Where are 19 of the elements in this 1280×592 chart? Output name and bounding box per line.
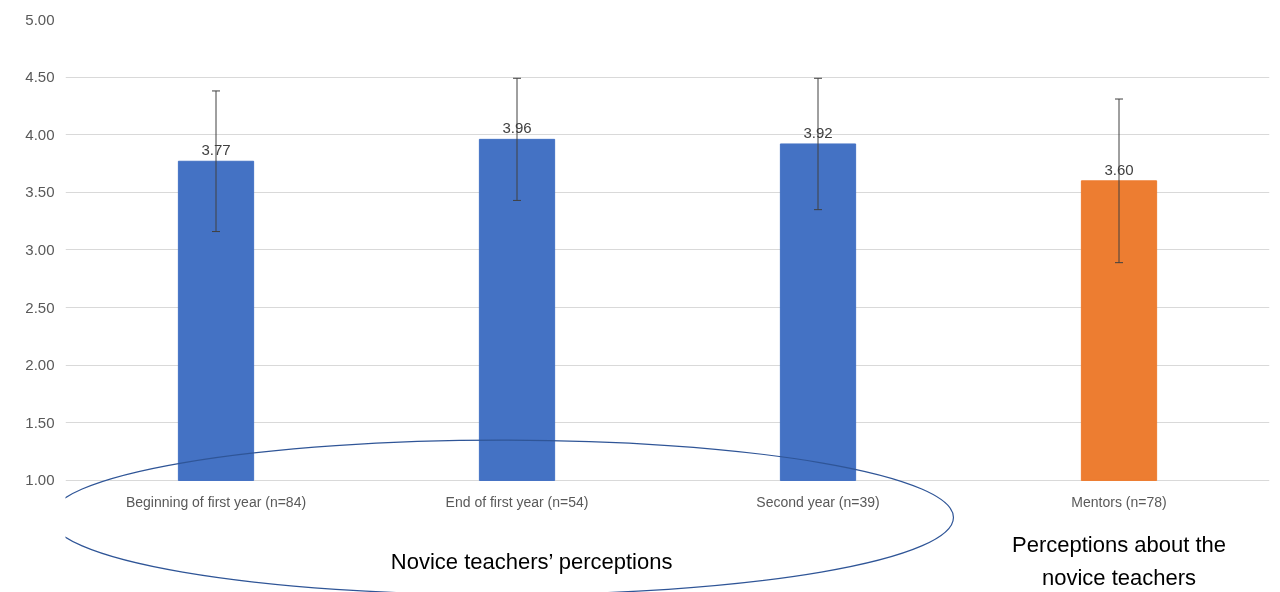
y-tick-label: 1.50 [25,413,55,431]
data-label: 3.96 [502,119,532,137]
y-tick-label: 4.50 [25,68,55,86]
x-tick-label: Mentors (n=78) [1071,494,1167,511]
x-tick-label: End of first year (n=54) [445,494,589,511]
y-tick-label: 3.00 [25,240,55,258]
data-label: 3.60 [1104,160,1134,178]
y-tick-label: 1.00 [25,471,55,489]
x-tick-label: Second year (n=39) [756,494,880,511]
y-tick-label: 5.00 [25,10,55,28]
y-tick-label: 4.00 [25,125,55,143]
data-label: 3.77 [201,141,231,159]
y-tick-label: 3.50 [25,183,55,201]
text: Novice teachers’ perceptions [390,548,673,574]
x-tick-label: Beginning of first year (n=84) [125,494,307,511]
text: Perceptions about the novice teachers [1011,532,1227,590]
y-tick-label: 2.00 [25,356,55,374]
data-label: 3.92 [803,123,833,141]
y-tick-label: 2.50 [25,298,55,316]
